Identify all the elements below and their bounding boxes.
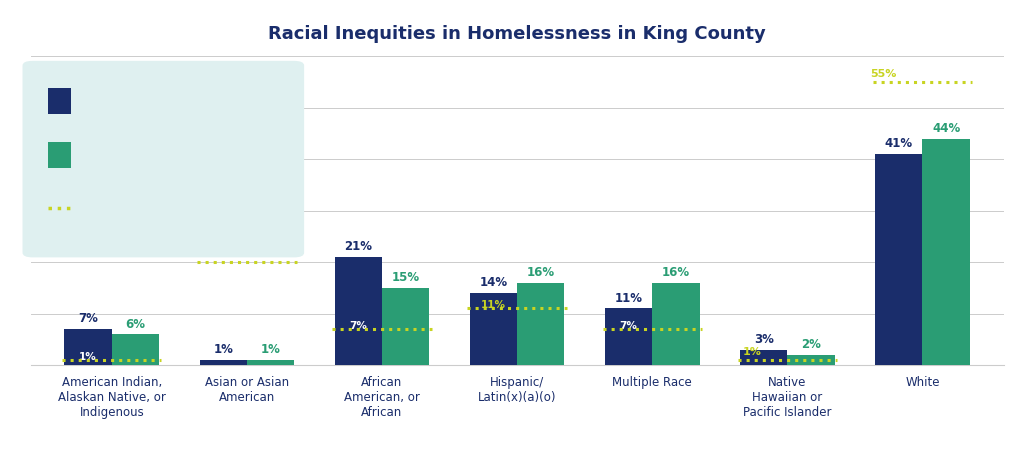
Text: 3%: 3% [754,333,774,346]
Text: 11%: 11% [614,292,643,305]
Bar [65,329,112,365]
Bar [200,360,247,365]
Text: 7%: 7% [349,321,368,330]
Text: 2022 - 13,368 Total: 2022 - 13,368 Total [77,94,212,107]
Bar [112,334,159,365]
Bar [247,360,294,365]
Bar [923,139,970,365]
Text: 6%: 6% [125,318,145,330]
Text: 16%: 16% [526,266,555,279]
Text: 21%: 21% [344,241,373,253]
Text: 16%: 16% [662,266,690,279]
Text: 1%: 1% [260,344,281,356]
Text: 15%: 15% [391,271,420,284]
Text: 1%: 1% [79,352,97,362]
Bar [787,355,835,365]
Text: King County
General Population: King County General Population [77,193,211,223]
Text: 11%: 11% [481,300,506,310]
Bar [382,288,429,365]
Text: 1%: 1% [742,347,761,357]
Bar [740,350,787,365]
Bar [876,154,923,365]
Bar [517,283,564,365]
Text: 7%: 7% [620,321,638,330]
Text: 7%: 7% [78,313,98,325]
Text: 55%: 55% [870,69,896,79]
Bar [335,257,382,365]
Text: 20%: 20% [233,249,260,259]
Bar [605,308,652,365]
Text: 41%: 41% [885,138,912,150]
Title: Racial Inequities in Homelessness in King County: Racial Inequities in Homelessness in Kin… [268,25,766,44]
Text: 2%: 2% [801,338,821,351]
Text: 44%: 44% [932,122,961,135]
Text: 1%: 1% [213,344,233,356]
Text: 14%: 14% [479,277,508,289]
Text: 2024 - 16,868 Total: 2024 - 16,868 Total [77,148,212,161]
Bar [470,293,517,365]
Bar [652,283,699,365]
